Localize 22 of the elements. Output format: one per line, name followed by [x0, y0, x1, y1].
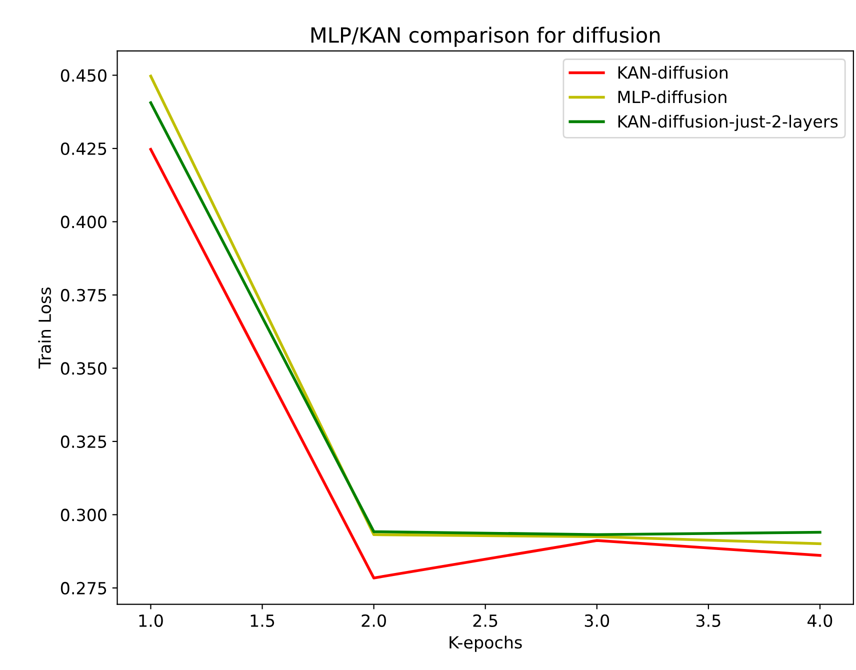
x-tick-label: 4.0: [808, 614, 832, 627]
legend-label: KAN-diffusion-just-2-layers: [618, 114, 838, 131]
line-series: [149, 148, 822, 580]
x-tick-label: 2.0: [362, 614, 386, 627]
y-tick-label: 0.275: [60, 582, 106, 595]
x-tick-label: 3.0: [584, 614, 610, 627]
chart-title: MLP/KAN comparison for diffusion: [311, 26, 660, 47]
x-tick-label: 1.0: [139, 614, 163, 627]
y-tick-label: 0.375: [60, 288, 106, 302]
y-tick-label: 0.425: [60, 142, 106, 156]
y-tick-label: 0.300: [60, 508, 106, 522]
legend-label: MLP-diffusion: [618, 90, 726, 104]
y-axis-title: Train Loss: [38, 288, 52, 369]
legend-label: KAN-diffusion: [618, 66, 728, 79]
x-tick-label: 3.5: [696, 614, 720, 627]
y-tick-label: 0.350: [60, 362, 106, 375]
x-tick-label: 1.5: [250, 614, 274, 627]
x-axis-title: K-epochs: [450, 636, 522, 652]
y-tick-label: 0.450: [60, 69, 106, 82]
y-tick-label: 0.325: [60, 435, 106, 448]
x-tick-label: 2.5: [473, 614, 498, 627]
y-tick-label: 0.400: [60, 216, 106, 228]
